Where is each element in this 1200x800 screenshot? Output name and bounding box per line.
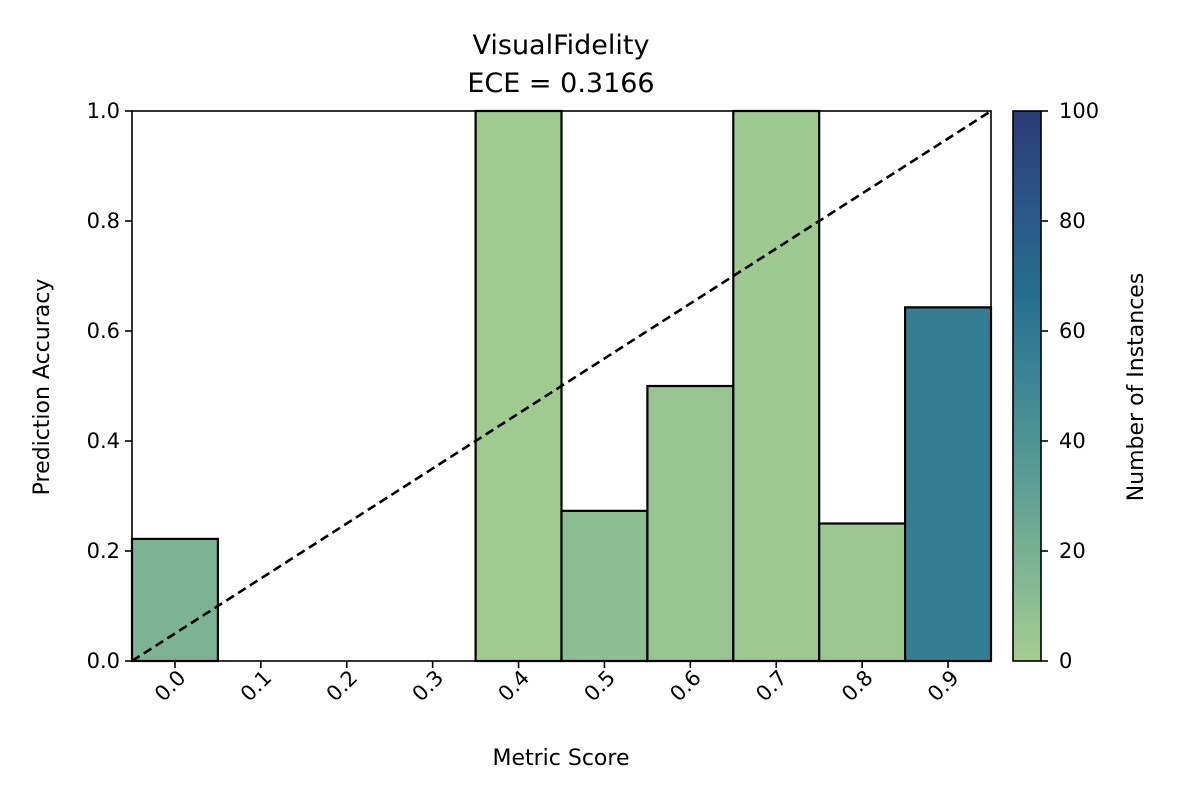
plot-frame [131,110,992,662]
x-tick-label: 0.3 [408,666,449,707]
x-axis-label: Metric Score [492,746,629,771]
colorbar-tick-label: 40 [1059,429,1086,453]
colorbar-tick-label: 80 [1059,209,1086,233]
colorbar-label: Number of Instances [1124,273,1149,502]
bar-0.4 [474,109,563,663]
x-tick-label: 0.1 [236,666,277,707]
y-tick-label: 0.4 [87,429,120,453]
colorbar-scale [1012,110,1042,662]
x-tick-label: 0.7 [751,666,792,707]
chart-title: VisualFidelity [473,30,650,61]
bar-0.0 [130,537,220,663]
y-tick-label: 0.6 [87,319,120,343]
colorbar-tick-label: 100 [1059,99,1099,123]
colorbar-tick-label: 20 [1059,539,1086,563]
x-tick-label: 0.6 [665,666,706,707]
colorbar-tick-label: 60 [1059,319,1086,343]
bar-0.7 [732,109,821,663]
bar-0.9 [903,306,993,663]
x-tick-label: 0.8 [837,666,878,707]
x-tick-label: 0.4 [493,666,534,707]
bar-0.5 [560,509,649,663]
y-tick-label: 1.0 [87,99,120,123]
chart-subtitle: ECE = 0.3166 [467,68,654,99]
y-tick-label: 0.0 [87,649,120,673]
y-axis-label: Prediction Accuracy [30,279,55,496]
x-tick-label: 0.9 [923,666,964,707]
x-tick-label: 0.0 [150,666,191,707]
y-tick-label: 0.2 [87,539,120,563]
bar-0.8 [818,522,907,663]
x-tick-label: 0.2 [322,666,363,707]
plot-area: 0.0 0.2 0.4 0.6 0.8 1.0 0.0 0.1 0.2 0.3 0.4 0.5 0.6 0… [87,99,993,707]
reference-line [131,109,992,663]
colorbar-tick-label: 0 [1059,649,1072,673]
x-tick-label: 0.5 [579,666,620,707]
bar-0.6 [646,384,735,663]
y-tick-label: 0.8 [87,209,120,233]
colorbar: 0 20 40 60 80 100 [1012,99,1099,673]
